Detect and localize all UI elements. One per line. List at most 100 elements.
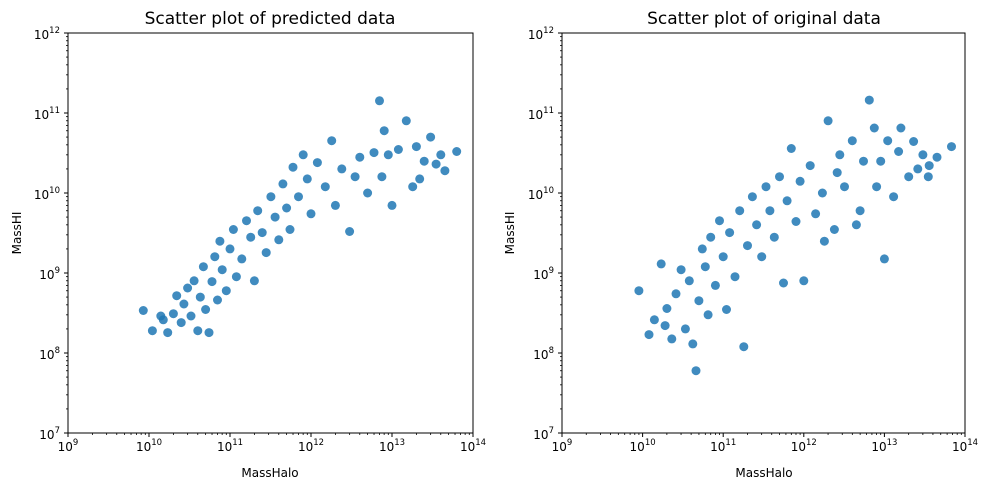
scatter-point (285, 225, 295, 234)
scatter-point (694, 296, 704, 306)
scatter-point (811, 209, 821, 219)
scatter-point (847, 136, 857, 146)
scatter-point (452, 147, 462, 156)
y-tick-label: 1010 (34, 186, 60, 202)
scatter-point (743, 241, 752, 251)
x-axis-label: MassHalo (735, 466, 792, 480)
scatter-point (667, 334, 677, 344)
x-tick-label: 1010 (136, 438, 162, 454)
scatter-point (835, 150, 845, 160)
scatter-point (207, 277, 217, 287)
scatter-point (676, 265, 686, 275)
x-tick-label: 1013 (379, 438, 405, 454)
scatter-point (782, 196, 792, 206)
scatter-point (210, 252, 220, 262)
scatter-point (765, 206, 775, 216)
scatter-point (913, 164, 923, 174)
scatter-point (225, 244, 235, 254)
scatter-point (730, 272, 740, 282)
scatter-point (355, 152, 365, 162)
scatter-point (649, 315, 659, 325)
scatter-point (660, 321, 670, 331)
scatter-point (176, 318, 186, 328)
scatter-point (408, 182, 418, 192)
y-axis-ticks: 107 108 109 1010 1011 1012 (34, 26, 68, 442)
scatter-point (158, 315, 168, 325)
scatter-point (231, 272, 241, 282)
x-tick-label: 1010 (630, 438, 656, 454)
y-tick-label: 107 (39, 426, 60, 442)
scatter-point (883, 136, 893, 146)
scatter-point (298, 150, 308, 160)
scatter-point (401, 116, 411, 126)
scatter-point (369, 148, 379, 158)
scatter-point (179, 299, 189, 309)
scatter-point (278, 179, 288, 189)
scatter-point (201, 305, 211, 314)
scatter-point (320, 182, 330, 192)
scatter-point (302, 174, 312, 184)
x-tick-label: 1013 (871, 438, 897, 454)
scatter-point (193, 326, 203, 336)
scatter-point (426, 132, 436, 142)
y-tick-label: 109 (39, 266, 60, 282)
scatter-points (634, 95, 956, 376)
chart-predicted: Scatter plot of predicted data 109 1010 10… (10, 9, 486, 480)
scatter-point (722, 305, 731, 314)
scatter-point (947, 142, 956, 152)
scatter-point (363, 188, 373, 198)
scatter-point (799, 276, 809, 286)
scatter-point (415, 174, 425, 184)
scatter-point (896, 123, 906, 133)
x-axis-ticks: 109 1010 1011 1012 1013 1014 (552, 433, 978, 454)
x-tick-label: 1012 (298, 438, 324, 454)
scatter-point (739, 342, 749, 352)
scatter-point (242, 216, 251, 226)
scatter-point (330, 200, 340, 210)
scatter-points (138, 96, 462, 338)
scatter-point (440, 166, 450, 176)
scatter-point (904, 172, 914, 182)
scatter-point (691, 366, 701, 376)
scatter-point (932, 152, 942, 162)
scatter-point (656, 259, 666, 269)
scatter-point (312, 158, 322, 168)
y-tick-label: 1011 (34, 106, 60, 122)
scatter-point (869, 123, 879, 133)
scatter-point (266, 192, 276, 202)
scatter-point (634, 286, 644, 296)
scatter-point (710, 280, 720, 290)
y-axis-ticks: 107 108 109 1010 1011 1012 (528, 26, 562, 442)
scatter-point (832, 168, 842, 178)
scatter-point (147, 326, 157, 336)
scatter-point (791, 217, 801, 226)
scatter-point (688, 339, 698, 349)
y-tick-label: 1012 (34, 26, 60, 42)
y-tick-label: 108 (533, 346, 554, 362)
scatter-point (327, 136, 337, 146)
scatter-point (377, 172, 387, 182)
scatter-point (249, 276, 259, 286)
chart-original: Scatter plot of original data 109 1010 101… (503, 9, 978, 480)
scatter-point (163, 328, 173, 338)
scatter-point (393, 145, 403, 154)
scatter-point (894, 147, 904, 156)
scatter-point (270, 212, 280, 222)
scatter-point (198, 262, 208, 272)
y-tick-label: 1012 (528, 26, 554, 42)
scatter-point (876, 156, 886, 166)
scatter-point (261, 248, 271, 258)
scatter-point (168, 309, 178, 319)
scatter-point (747, 192, 757, 202)
y-tick-label: 1010 (528, 186, 554, 202)
scatter-point (662, 304, 672, 313)
scatter-point (411, 142, 421, 152)
scatter-point (840, 182, 849, 192)
scatter-point (237, 254, 247, 264)
scatter-point (718, 252, 728, 262)
scatter-point (924, 161, 934, 171)
scatter-point (419, 156, 429, 166)
scatter-point (735, 206, 745, 216)
scatter-point (383, 150, 393, 160)
scatter-point (855, 206, 865, 216)
